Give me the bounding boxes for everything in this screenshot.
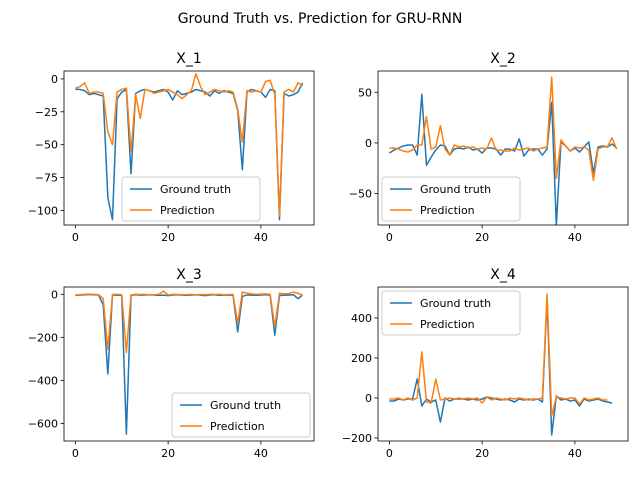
y-tick-label: 50 [358,86,372,99]
y-tick-label: −50 [349,188,372,201]
legend: Ground truth Prediction [171,392,311,438]
series-line-prediction [389,293,608,417]
x-tick-label: 0 [72,231,79,244]
legend: Ground truth Prediction [381,290,521,336]
legend: Ground truth Prediction [381,176,521,222]
y-tick-label: 0 [51,73,58,86]
axes-frame [63,286,315,442]
y-tick-label: 200 [351,352,372,365]
axes-frame [377,70,629,226]
legend-label: Ground truth [420,183,491,196]
y-tick-label: −200 [28,331,58,344]
series-line-prediction [75,72,304,217]
x-tick-label: 40 [568,447,582,460]
legend-box [121,176,261,222]
x-tick-label: 40 [254,231,268,244]
axes-frame [377,286,629,442]
subplot-title: X_1 [176,51,202,67]
y-tick-label: −50 [35,139,58,152]
y-tick-label: −600 [28,417,58,430]
series-line-prediction [75,290,303,354]
legend: Ground truth Prediction [121,176,261,222]
legend-box [381,290,521,336]
legend-label: Ground truth [420,297,491,310]
subplot-3: X_3 0 20 40 0 −200 −400 −600 Ground truth Predict… [28,267,315,460]
x-tick-label: 20 [161,231,175,244]
x-tick-label: 0 [386,231,393,244]
axes-frame [63,70,315,226]
x-tick-label: 20 [475,447,489,460]
y-tick-label: −400 [28,374,58,387]
y-tick-label: 0 [365,137,372,150]
legend-label: Ground truth [210,399,281,412]
y-tick-label: −100 [28,205,58,218]
y-tick-label: 0 [51,288,58,301]
x-tick-label: 0 [72,447,79,460]
legend-box [381,176,521,222]
x-tick-label: 40 [254,447,268,460]
series-line-prediction [389,76,618,182]
subplot-4: X_4 0 20 40 400 200 0 −200 Ground truth Predictio… [342,267,629,460]
legend-label: Prediction [420,204,475,217]
x-tick-label: 40 [568,231,582,244]
figure-title: Ground Truth vs. Prediction for GRU-RNN [178,11,463,27]
x-tick-label: 0 [386,447,393,460]
y-tick-label: −200 [342,432,372,445]
y-tick-label: 400 [351,312,372,325]
subplot-1: X_1 0 20 40 0 −25 −50 −75 −100 Ground truth Predic… [28,51,315,244]
x-tick-label: 20 [475,231,489,244]
legend-label: Prediction [160,204,215,217]
x-tick-label: 20 [161,447,175,460]
subplot-title: X_3 [176,267,202,283]
y-tick-label: −75 [35,172,58,185]
series-line-ground-truth [388,93,618,225]
y-tick-label: −25 [35,106,58,119]
legend-box [171,392,311,438]
y-tick-label: 0 [365,392,372,405]
subplot-2: X_2 0 20 40 50 0 −50 Ground truth Prediction [349,51,629,244]
legend-label: Prediction [420,318,475,331]
subplot-title: X_2 [490,51,516,67]
legend-label: Ground truth [160,183,231,196]
subplot-title: X_4 [490,267,516,283]
legend-label: Prediction [210,420,265,433]
